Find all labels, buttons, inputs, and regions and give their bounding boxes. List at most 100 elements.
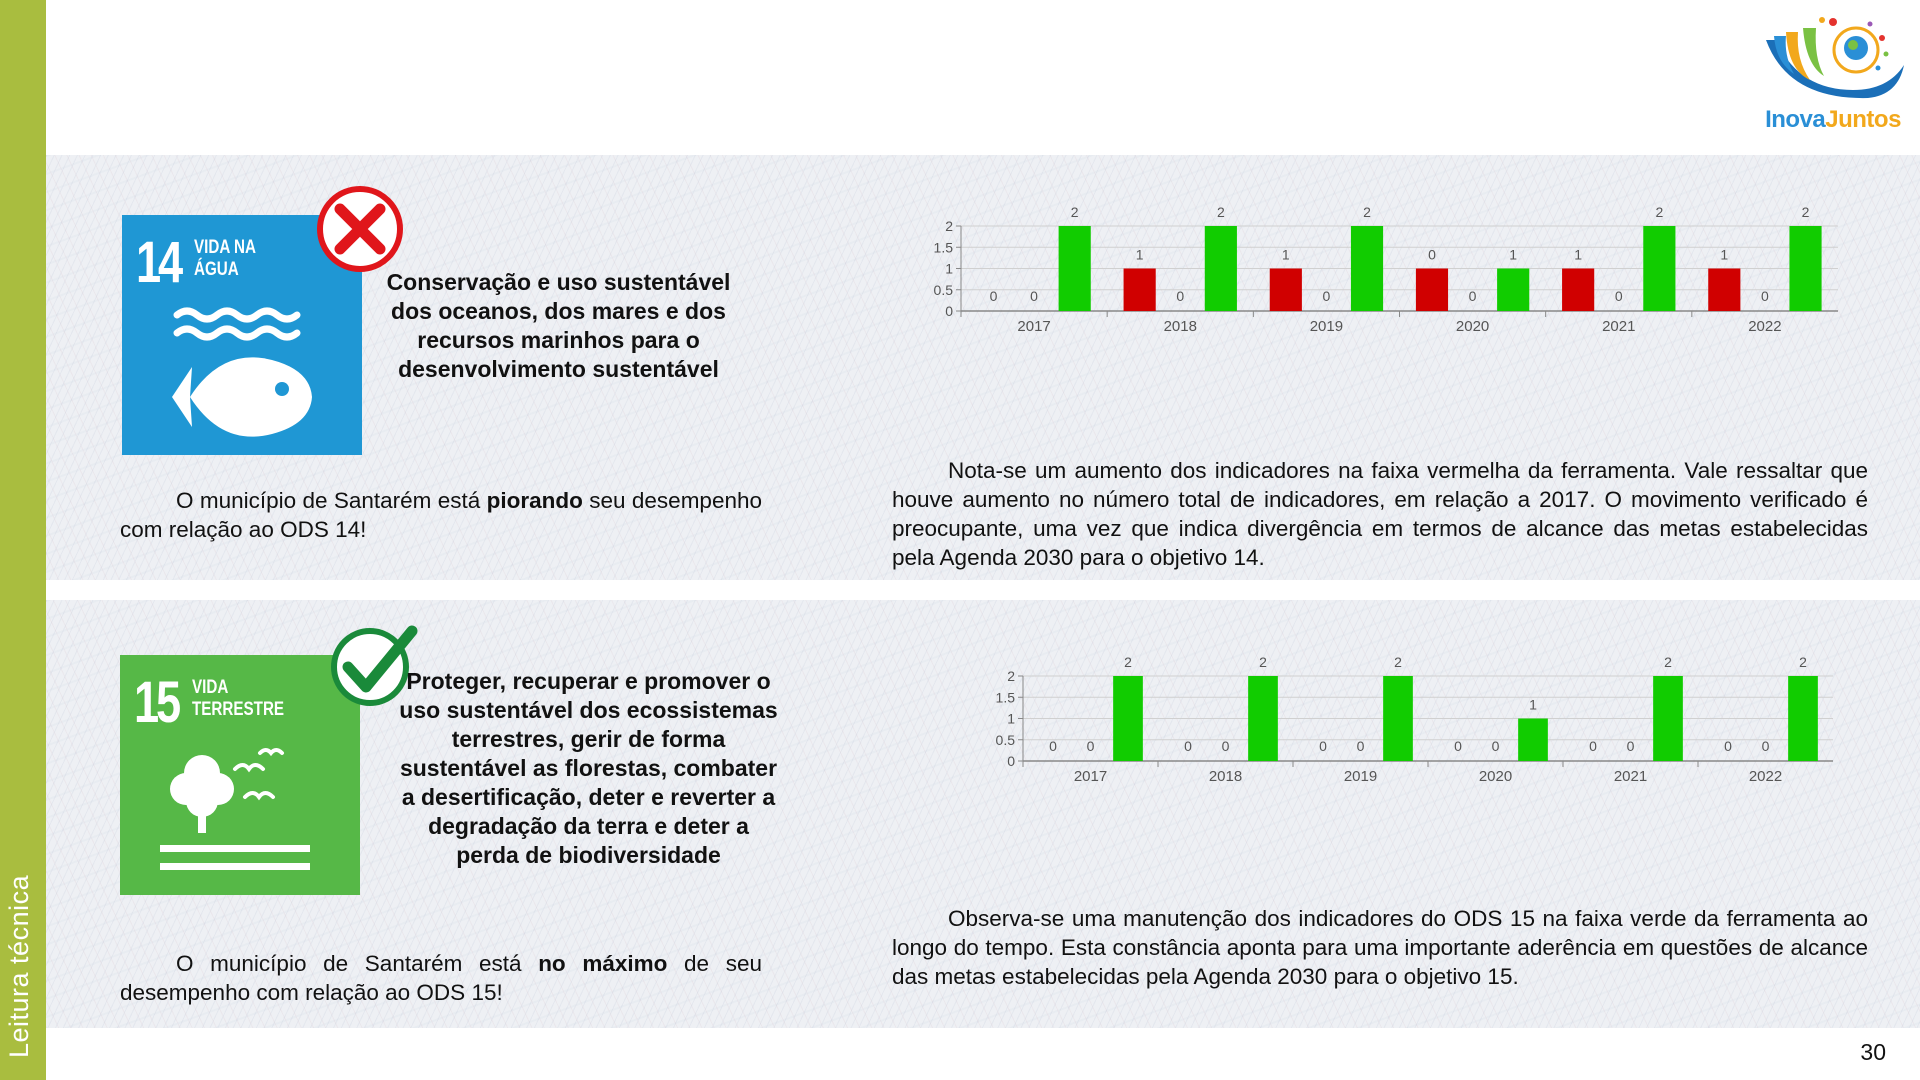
data-label: 0 [1761, 288, 1769, 304]
ods14-status-pre: O município de Santarém está [176, 488, 487, 513]
data-label: 0 [1762, 738, 1770, 754]
x-tick-label: 2018 [1164, 318, 1197, 335]
check-icon [331, 625, 418, 706]
data-label: 0 [1492, 738, 1500, 754]
data-label: 0 [1589, 738, 1597, 754]
data-label: 2 [1071, 204, 1079, 220]
data-label: 0 [1615, 288, 1623, 304]
ods15-analysis-text: Observa-se uma manutenção dos indicadore… [892, 906, 1868, 989]
data-label: 2 [1394, 654, 1402, 670]
bar [1383, 676, 1413, 761]
page-number: 30 [1860, 1039, 1886, 1065]
data-label: 1 [1136, 247, 1144, 263]
data-label: 0 [1184, 738, 1192, 754]
data-label: 0 [1428, 247, 1436, 263]
data-label: 0 [1357, 738, 1365, 754]
data-label: 2 [1655, 204, 1663, 220]
bar [1497, 268, 1530, 311]
sdg14-number: 14 [136, 230, 183, 295]
ods15-status-pre: O município de Santarém está [176, 951, 539, 976]
logo-mark [1766, 17, 1904, 99]
data-label: 2 [1124, 654, 1132, 670]
ods14-goal-text: Conservação e uso sustentável dos oceano… [386, 269, 731, 382]
data-label: 2 [1217, 204, 1225, 220]
data-label: 1 [1509, 247, 1517, 263]
bar [1113, 676, 1143, 761]
x-tick-label: 2019 [1344, 768, 1377, 785]
logo-text: InovaJuntos [1758, 106, 1908, 134]
bar [1788, 676, 1818, 761]
x-tick-label: 2017 [1074, 768, 1107, 785]
data-label: 2 [1259, 654, 1267, 670]
data-label: 2 [1664, 654, 1672, 670]
sdg14-name: VIDA NA ÁGUA [194, 237, 256, 280]
y-tick-label: 0 [945, 303, 953, 319]
sdg14-tile: 14 VIDA NA ÁGUA [122, 215, 362, 455]
sdg15-name: VIDA TERRESTRE [192, 677, 285, 720]
bar [1415, 268, 1449, 311]
y-tick-label: 1.5 [996, 689, 1016, 705]
y-tick-label: 1.5 [934, 239, 954, 255]
ods15-section: 15 VIDA TERRESTRE Proteger, recuperar e … [46, 600, 1920, 1028]
data-label: 0 [990, 288, 998, 304]
data-label: 0 [1049, 738, 1057, 754]
logo-text-inova: Inova [1765, 106, 1826, 133]
bar [1643, 226, 1676, 311]
sdg15-tile: 15 VIDA TERRESTRE [120, 655, 360, 895]
data-label: 0 [1469, 288, 1477, 304]
bar [1518, 718, 1548, 761]
data-label: 0 [1030, 288, 1038, 304]
sidebar: Leitura técnica [0, 0, 46, 1080]
ods15-status-bold: no máximo [538, 951, 668, 976]
ods14-status-text: O município de Santarém está piorando se… [120, 486, 762, 544]
data-label: 0 [1319, 738, 1327, 754]
ods14-status-bold: piorando [486, 488, 583, 513]
data-label: 1 [1574, 247, 1582, 263]
data-label: 0 [1176, 288, 1184, 304]
logo-text-juntos: Juntos [1825, 106, 1901, 133]
y-tick-label: 0.5 [996, 732, 1016, 748]
y-tick-label: 1 [1007, 711, 1015, 727]
bar [1123, 268, 1156, 311]
y-tick-label: 2 [945, 218, 953, 234]
data-label: 0 [1087, 738, 1095, 754]
bar [1269, 268, 1302, 311]
x-tick-label: 2020 [1456, 318, 1489, 335]
data-label: 2 [1799, 654, 1807, 670]
x-tick-label: 2018 [1209, 768, 1242, 785]
x-tick-label: 2021 [1614, 768, 1647, 785]
bar [1653, 676, 1683, 761]
fish-waves-icon [172, 307, 312, 437]
x-tick-label: 2022 [1749, 768, 1782, 785]
bar [1204, 226, 1237, 311]
bar [1350, 226, 1384, 311]
data-label: 0 [1222, 738, 1230, 754]
x-tick-label: 2017 [1017, 318, 1050, 335]
x-tick-label: 2020 [1479, 768, 1512, 785]
bar [1562, 268, 1595, 311]
ods15-status-text: O município de Santarém está no máximo d… [120, 949, 762, 1007]
x-tick-label: 2019 [1310, 318, 1343, 335]
bar [1789, 226, 1822, 311]
bar [1708, 268, 1741, 311]
sidebar-label: Leitura técnica [4, 874, 34, 1058]
x-tick-label: 2022 [1748, 318, 1781, 335]
x-tick-label: 2021 [1602, 318, 1635, 335]
inovajuntos-logo: InovaJuntos [1758, 10, 1908, 135]
data-label: 1 [1282, 247, 1290, 263]
y-tick-label: 2 [1007, 668, 1015, 684]
sdg15-number: 15 [134, 670, 181, 735]
data-label: 1 [1720, 247, 1728, 263]
bar [1058, 226, 1091, 311]
data-label: 0 [1724, 738, 1732, 754]
data-label: 2 [1802, 204, 1810, 220]
data-label: 0 [1454, 738, 1462, 754]
tree-birds-icon [160, 748, 310, 870]
y-tick-label: 1 [945, 261, 953, 277]
bar [1248, 676, 1278, 761]
ods14-status-post: seu desempenho com relação ao ODS 14! [120, 488, 763, 542]
y-tick-label: 0.5 [934, 282, 954, 298]
ods15-status-post: de seu desempenho com relação ao ODS 15! [120, 951, 762, 1005]
